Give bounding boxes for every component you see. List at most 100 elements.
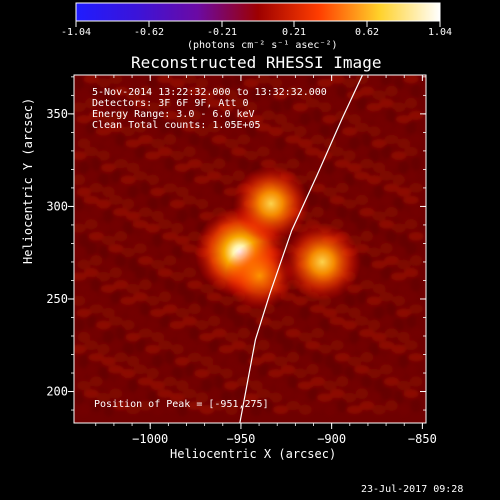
heatmap-cell (268, 126, 284, 137)
heatmap-cell (261, 352, 276, 362)
colorbar-tick-label: 0.21 (282, 27, 306, 38)
heatmap-cell (147, 269, 158, 284)
heatmap-cell (386, 229, 397, 243)
heatmap-cell (214, 374, 225, 389)
heatmap-cell (76, 308, 92, 318)
heatmap-cell (360, 158, 374, 169)
heatmap-cell (334, 352, 350, 362)
heatmap-cell (134, 75, 147, 86)
heatmap-cell (159, 242, 171, 255)
heatmap-cell (409, 182, 423, 194)
heatmap-cell (121, 319, 135, 331)
heatmap-cell (371, 260, 387, 269)
heatmap-cell (411, 156, 422, 171)
heatmap-cell (262, 133, 275, 146)
heatmap-cell (360, 109, 374, 122)
heatmap-cell (384, 206, 399, 218)
heatmap-cell (109, 339, 122, 352)
heatmap-cell (258, 362, 269, 377)
heatmap-cell (300, 306, 311, 320)
heatmap-cell (208, 75, 221, 86)
heatmap-cell (199, 405, 215, 415)
heatmap-cell (342, 77, 357, 89)
heatmap-cell (95, 127, 112, 136)
heatmap-cell (139, 351, 152, 364)
heatmap-cell (89, 254, 103, 267)
heatmap-cell (410, 205, 422, 219)
heatmap-cell (135, 338, 146, 353)
heatmap-cell (397, 138, 411, 149)
heatmap-cell (108, 316, 123, 326)
heatmap-cell (406, 314, 417, 328)
heatmap-cell (103, 330, 115, 344)
heatmap-cell (84, 340, 99, 351)
heatmap-cell (275, 330, 286, 345)
heatmap-cell (146, 125, 159, 138)
heatmap-cell (122, 77, 135, 89)
heatmap-cell (268, 369, 284, 378)
heatmap-cell (243, 393, 259, 403)
heatmap-cell (110, 290, 122, 304)
heatmap-cell (380, 242, 393, 255)
heatmap-cell (285, 135, 301, 144)
heatmap-cell (311, 206, 325, 218)
heatmap-cell (121, 198, 135, 210)
heatmap-cell (194, 368, 210, 378)
heatmap-cell (77, 210, 91, 222)
heatmap-cell (294, 391, 307, 404)
heatmap-cell (90, 84, 102, 98)
heatmap-cell (115, 253, 127, 268)
emission-source (232, 165, 310, 242)
heatmap-cell (74, 390, 84, 405)
heatmap-cell (78, 89, 90, 102)
heatmap-cell (360, 351, 374, 363)
heatmap-cell (200, 162, 214, 173)
heatmap-cell (324, 403, 336, 417)
heatmap-cell (85, 241, 97, 255)
heatmap-cell (188, 182, 201, 194)
heatmap-cell (381, 75, 392, 86)
y-axis-tick-label: 200 (46, 385, 68, 399)
heatmap-cell (372, 89, 387, 101)
heatmap-cell (158, 291, 172, 303)
heatmap-cell (294, 76, 307, 90)
heatmap-cell (236, 111, 252, 120)
heatmap-cell (396, 259, 411, 270)
y-axis-label: Heliocentric Y (arcsec) (21, 97, 35, 264)
heatmap-cell (391, 223, 406, 234)
heatmap-cell (343, 149, 356, 162)
heatmap-cell (262, 375, 275, 388)
heatmap-cell (307, 75, 318, 86)
heatmap-cell (108, 122, 124, 133)
heatmap-cell (126, 90, 141, 101)
heatmap-cell (102, 379, 115, 392)
heatmap-cell (103, 402, 114, 417)
heatmap-cell (360, 302, 373, 315)
heatmap-cell (349, 209, 360, 224)
heatmap-cell (83, 75, 99, 84)
heatmap-cell (120, 296, 136, 306)
heatmap-cell (145, 151, 161, 160)
heatmap-cell (96, 271, 111, 282)
heatmap-cell (134, 121, 147, 134)
heatmap-cell (164, 84, 176, 98)
heatmap-cell (78, 403, 90, 416)
heatmap-cell (319, 367, 331, 380)
heatmap-cell (76, 115, 92, 124)
heatmap-cell (361, 253, 373, 268)
heatmap-cell (281, 315, 295, 327)
heatmap-cell (298, 332, 313, 343)
heatmap-cell (257, 339, 270, 351)
heatmap-cell (379, 364, 394, 375)
heatmap-cell (224, 381, 240, 390)
heatmap-cell (250, 403, 262, 417)
heatmap-cell (366, 102, 382, 112)
heatmap-cell (306, 363, 320, 376)
colorbar-scale (75, 2, 441, 22)
heatmap-cell (368, 149, 380, 163)
heatmap-cell (263, 84, 274, 99)
heatmap-cell (183, 267, 197, 278)
heatmap-cell (323, 380, 337, 391)
heatmap-cell (322, 186, 338, 197)
heatmap-cell (269, 149, 282, 162)
